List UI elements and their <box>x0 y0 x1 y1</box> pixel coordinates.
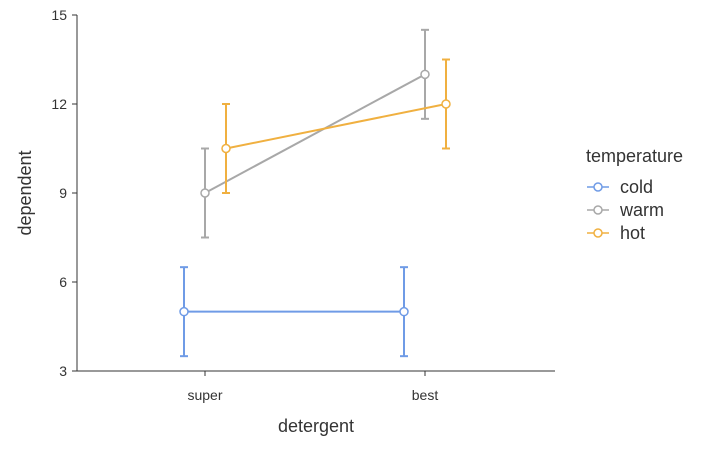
series-layer <box>179 28 451 358</box>
legend-label: warm <box>619 200 664 220</box>
data-point <box>420 69 430 80</box>
series-warm <box>200 28 430 239</box>
legend-item-warm: warm <box>587 200 664 220</box>
y-tick-label: 3 <box>59 363 67 379</box>
data-point <box>221 143 231 154</box>
legend: temperature cold warm hot <box>586 146 683 243</box>
data-point <box>179 306 189 317</box>
data-point <box>399 306 409 317</box>
series-line <box>225 103 447 150</box>
legend-label: hot <box>620 223 645 243</box>
legend-key-point <box>593 228 603 238</box>
series-hot <box>221 58 451 194</box>
y-tick-label: 15 <box>51 7 67 23</box>
series-cold <box>179 266 409 358</box>
legend-item-cold: cold <box>587 177 653 197</box>
x-axis-title: detergent <box>278 416 354 436</box>
data-point <box>200 188 210 198</box>
axes <box>76 15 555 372</box>
legend-title: temperature <box>586 146 683 166</box>
x-tick-label: super <box>187 387 222 403</box>
legend-key-point <box>593 182 603 192</box>
legend-label: cold <box>620 177 653 197</box>
y-tick-label: 12 <box>51 96 67 112</box>
y-tick-label: 6 <box>59 274 67 290</box>
y-axis-title: dependent <box>15 150 35 235</box>
data-point <box>441 99 451 109</box>
legend-item-hot: hot <box>587 223 645 243</box>
x-tick-label: best <box>412 387 439 403</box>
y-ticks: 3 6 9 12 15 <box>51 7 77 379</box>
x-ticks: super best <box>187 371 438 403</box>
series-line <box>204 73 426 194</box>
y-tick-label: 9 <box>59 185 67 201</box>
legend-key-point <box>593 205 603 215</box>
